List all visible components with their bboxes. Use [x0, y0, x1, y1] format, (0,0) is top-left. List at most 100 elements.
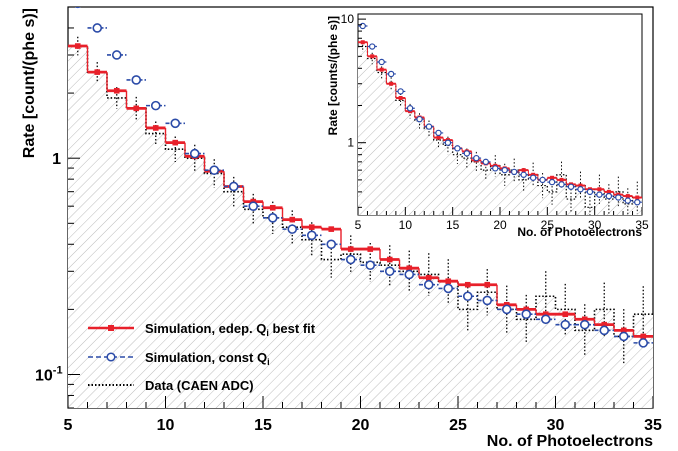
main-sim-edep-point	[601, 321, 608, 328]
inset-sim-edep-point	[379, 67, 384, 72]
main-sim-const-point	[599, 325, 610, 336]
main-sim-edep-point	[94, 69, 101, 75]
main-sim-const-point	[521, 309, 532, 319]
inset-sim-const-point	[397, 88, 404, 95]
main-x-tick-label: 20	[352, 417, 370, 434]
main-sim-const-point	[443, 283, 454, 294]
inset-sim-edep-point	[370, 54, 375, 59]
main-sim-edep-point	[152, 125, 159, 131]
inset-sim-const-point	[511, 168, 518, 176]
inset-sim-const-point	[359, 22, 366, 30]
main-y-tick-label-0.1: 10-1	[35, 364, 63, 384]
inset-sim-edep-point	[625, 194, 630, 199]
inset-chart: 5 10 15 20 25 30 35 10 1 No. of Photoelectrons R…	[326, 12, 649, 239]
main-sim-const-point	[404, 269, 415, 280]
main-sim-const-point	[287, 224, 298, 234]
main-sim-edep-point	[367, 246, 374, 252]
main-sim-edep-point	[308, 224, 315, 230]
main-sim-edep-point	[425, 274, 432, 281]
main-sim-edep-point	[347, 246, 354, 252]
inset-x-tick-label: 20	[493, 218, 507, 232]
inset-sim-const-point	[425, 123, 433, 130]
inset-sim-const-point	[586, 188, 594, 196]
inset-sim-edep-point	[635, 195, 640, 200]
inset-sim-const-point	[482, 158, 489, 166]
main-sim-const-point	[131, 75, 142, 85]
main-sim-const-point	[306, 230, 317, 241]
main-sim-const-point	[501, 304, 512, 315]
inset-sim-const-point	[492, 165, 499, 172]
inset-x-tick-label: 5	[355, 218, 362, 232]
inset-sim-edep-point	[436, 135, 441, 140]
inset-sim-const-point	[605, 192, 613, 200]
inset-sim-const-point	[369, 43, 376, 50]
inset-sim-edep-point	[606, 189, 611, 194]
inset-sim-const-point	[501, 166, 508, 174]
inset-sim-const-point	[577, 186, 584, 193]
main-sim-const-point	[384, 266, 395, 277]
main-sim-const-point	[326, 239, 337, 250]
inset-sim-const-point	[406, 105, 414, 112]
svg-text:Simulation, const Qi: Simulation, const Qi	[145, 350, 270, 367]
svg-text:Simulation, edep. Qi best fit: Simulation, edep. Qi best fit	[145, 321, 316, 338]
main-sim-const-point	[638, 338, 649, 348]
inset-x-tick-label: 25	[541, 218, 555, 232]
inset-sim-const-point	[387, 70, 395, 78]
main-data-steps	[68, 45, 653, 338]
main-sim-const-point	[150, 100, 161, 111]
main-sim-edep-point	[445, 278, 452, 284]
main-y-tick-label-1: 1	[52, 151, 61, 168]
inset-x-tick-label: 35	[635, 218, 649, 232]
inset-sim-edep-point	[398, 95, 403, 100]
main-sim-const-point	[92, 23, 103, 33]
legend-sub-sim-const: i	[267, 357, 270, 367]
main-sim-const-point	[540, 314, 551, 325]
inset-x-axis-title: No. of Photoelectrons	[517, 225, 642, 239]
legend-label-sim-edep: Simulation, edep. Q	[145, 321, 266, 336]
main-sim-edep-point	[620, 327, 627, 334]
main-x-tick-label: 5	[64, 417, 73, 434]
main-sim-edep-point	[172, 139, 179, 146]
main-sim-const-point	[189, 148, 200, 159]
main-sim-const-point	[248, 201, 259, 211]
inset-x-tick-label: 30	[588, 218, 602, 232]
inset-sim-const-point	[634, 199, 641, 206]
inset-sim-edep-point	[521, 168, 526, 173]
legend-entry-sim-edep: Simulation, edep. Qi best fit	[88, 321, 316, 338]
main-sim-edep-point	[133, 105, 140, 112]
inset-sim-const-point	[624, 197, 632, 204]
main-sim-const-point	[618, 331, 629, 342]
inset-sim-const-point	[454, 145, 461, 152]
main-sim-const-point	[74, 7, 81, 9]
main-sim-edep-point	[523, 306, 530, 313]
main-sim-edep-point	[484, 281, 491, 288]
main-sim-const-point	[267, 213, 278, 223]
inset-sim-const-point	[444, 139, 452, 146]
main-sim-edep-point	[289, 216, 296, 223]
main-sim-const-point	[111, 50, 122, 60]
inset-sim-const-point	[539, 176, 546, 184]
main-sim-const-point	[462, 291, 473, 302]
legend-label-sim-const: Simulation, const Q	[145, 350, 267, 365]
legend: Simulation, edep. Qi best fit Simulation…	[88, 321, 316, 393]
inset-y-tick-label: 1	[347, 136, 354, 150]
main-sim-edep-point	[113, 87, 120, 94]
inset-sim-edep-point	[597, 187, 602, 192]
legend-suffix-sim-edep: best fit	[269, 321, 316, 336]
main-sim-const-point	[228, 181, 239, 192]
inset-sim-const-point	[615, 194, 622, 201]
inset-sim-const-point	[567, 183, 575, 190]
main-sim-edep-point	[269, 204, 276, 211]
inset-data-hatch-fill	[358, 46, 642, 215]
main-sim-const-point	[423, 279, 434, 290]
main-y-axis-title: Rate [count/(phe s)]	[21, 8, 38, 158]
inset-sim-edep-point	[389, 81, 394, 86]
inset-y-axis-title: Rate [counts/(phe s)]	[326, 16, 340, 135]
main-sim-const-point	[579, 319, 590, 330]
inset-sim-edep-point	[550, 175, 555, 180]
inset-sim-edep-point	[360, 40, 365, 45]
main-x-tick-label: 10	[157, 417, 175, 434]
main-x-tick-label: 15	[254, 417, 272, 434]
main-sim-const-point	[482, 295, 493, 306]
